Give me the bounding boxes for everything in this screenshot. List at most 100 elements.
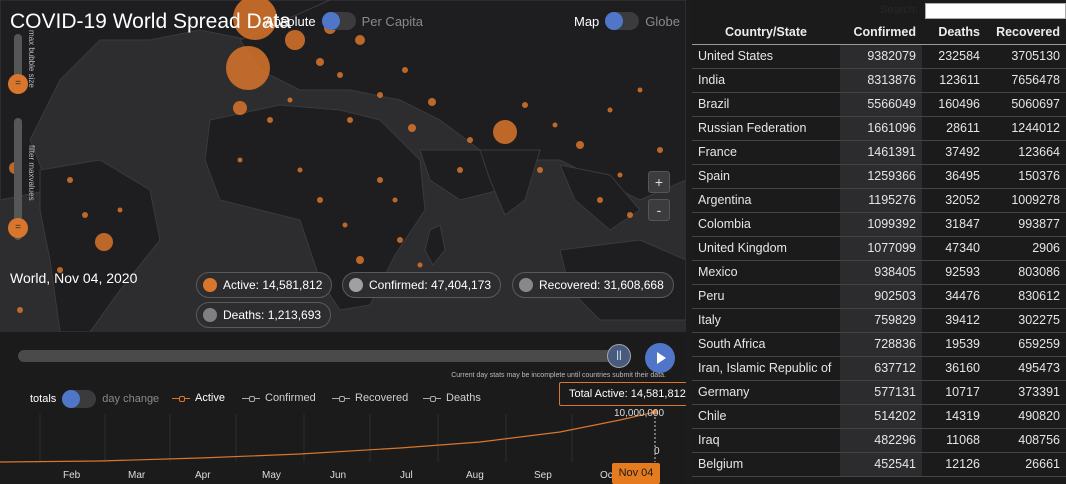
legend-active[interactable]: Active bbox=[172, 392, 225, 404]
filter-label: filter maxvalues bbox=[27, 145, 36, 201]
slider-track[interactable] bbox=[14, 118, 22, 240]
case-bubbles bbox=[9, 0, 663, 313]
table-row[interactable]: Spain 1259366 36495 150376 bbox=[692, 164, 1066, 189]
globe-label[interactable]: Globe bbox=[645, 13, 680, 29]
play-button[interactable] bbox=[645, 343, 675, 373]
table-row[interactable]: India 8313876 123611 7656478 bbox=[692, 68, 1066, 93]
zoom-in-button[interactable]: + bbox=[648, 171, 670, 193]
zoom-out-button[interactable]: - bbox=[648, 199, 670, 221]
scale-toggle[interactable]: Absolute Per Capita bbox=[265, 12, 423, 30]
recovered-dot-icon bbox=[519, 278, 533, 292]
column-header-recovered[interactable]: Recovered bbox=[986, 20, 1066, 45]
recovered-cell: 803086 bbox=[986, 260, 1066, 285]
confirmed-cell: 728836 bbox=[840, 332, 922, 357]
active-dot-icon bbox=[203, 278, 217, 292]
recovered-stat[interactable]: Recovered: 31,608,668 bbox=[512, 272, 674, 298]
country-cell: Belgium bbox=[692, 452, 840, 477]
world-map[interactable]: COVID-19 World Spread Data Absolute Per … bbox=[0, 0, 686, 484]
legend-confirmed[interactable]: Confirmed bbox=[242, 392, 316, 404]
totals-switch[interactable] bbox=[62, 390, 97, 408]
column-header-deaths[interactable]: Deaths bbox=[922, 20, 986, 45]
deaths-cell: 10717 bbox=[922, 380, 986, 405]
legend-recovered-label: Recovered bbox=[355, 392, 409, 404]
bubble-size-slider[interactable]: = bbox=[8, 34, 28, 94]
table-row[interactable]: Chile 514202 14319 490820 bbox=[692, 404, 1066, 429]
deaths-cell: 160496 bbox=[922, 92, 986, 117]
active-line-icon bbox=[172, 395, 190, 402]
legend-active-label: Active bbox=[195, 392, 225, 404]
absolute-label[interactable]: Absolute bbox=[265, 13, 316, 29]
time-slider-handle[interactable]: || bbox=[607, 344, 631, 368]
day-change-label[interactable]: day change bbox=[102, 393, 160, 405]
totals-label[interactable]: totals bbox=[30, 393, 57, 405]
search-label: Search: bbox=[880, 4, 918, 16]
table-header-row: Country/State Confirmed Deaths Recovered bbox=[692, 20, 1066, 45]
country-table: Country/State Confirmed Deaths Recovered… bbox=[692, 20, 1066, 477]
slider-handle[interactable]: = bbox=[8, 74, 28, 94]
month-label: Sep bbox=[534, 470, 552, 481]
map-label[interactable]: Map bbox=[574, 13, 600, 29]
recovered-cell: 659259 bbox=[986, 332, 1066, 357]
recovered-cell: 2906 bbox=[986, 236, 1066, 261]
recovered-line-icon bbox=[332, 395, 350, 402]
slider-handle[interactable]: = bbox=[8, 218, 28, 238]
recovered-cell: 993877 bbox=[986, 212, 1066, 237]
deaths-cell: 12126 bbox=[922, 452, 986, 477]
view-switch[interactable] bbox=[605, 12, 640, 30]
slider-track[interactable] bbox=[14, 34, 22, 94]
column-header-confirmed[interactable]: Confirmed bbox=[840, 20, 922, 45]
table-row[interactable]: Iran, Islamic Republic of 637712 36160 4954… bbox=[692, 356, 1066, 381]
table-row[interactable]: United States 9382079 232584 3705130 bbox=[692, 44, 1066, 69]
table-row[interactable]: Germany 577131 10717 373391 bbox=[692, 380, 1066, 405]
filter-slider[interactable]: = bbox=[8, 118, 28, 240]
totals-toggle[interactable]: totals day change bbox=[30, 390, 159, 408]
deaths-cell: 14319 bbox=[922, 404, 986, 429]
recovered-cell: 123664 bbox=[986, 140, 1066, 165]
recovered-cell: 490820 bbox=[986, 404, 1066, 429]
country-cell: Spain bbox=[692, 164, 840, 189]
table-row[interactable]: Mexico 938405 92593 803086 bbox=[692, 260, 1066, 285]
time-slider-track[interactable] bbox=[18, 350, 630, 362]
y-tick-top: 10,000,000 bbox=[614, 408, 665, 419]
confirmed-cell: 1461391 bbox=[840, 140, 922, 165]
column-header-country[interactable]: Country/State bbox=[692, 20, 840, 45]
legend-deaths[interactable]: Deaths bbox=[423, 392, 481, 404]
table-row[interactable]: Peru 902503 34476 830612 bbox=[692, 284, 1066, 309]
legend-recovered[interactable]: Recovered bbox=[332, 392, 408, 404]
current-date-tag: Nov 04 bbox=[612, 463, 660, 484]
recovered-cell: 830612 bbox=[986, 284, 1066, 309]
table-row[interactable]: France 1461391 37492 123664 bbox=[692, 140, 1066, 165]
scale-switch[interactable] bbox=[321, 12, 356, 30]
table-row[interactable]: United Kingdom 1077099 47340 2906 bbox=[692, 236, 1066, 261]
deaths-stat-text: Deaths: 1,213,693 bbox=[223, 308, 322, 322]
table-row[interactable]: Colombia 1099392 31847 993877 bbox=[692, 212, 1066, 237]
table-row[interactable]: South Africa 728836 19539 659259 bbox=[692, 332, 1066, 357]
table-row[interactable]: Italy 759829 39412 302275 bbox=[692, 308, 1066, 333]
deaths-stat[interactable]: Deaths: 1,213,693 bbox=[196, 302, 332, 328]
country-cell: South Africa bbox=[692, 332, 840, 357]
confirmed-line-icon bbox=[242, 395, 260, 402]
month-label: Oct bbox=[600, 470, 616, 481]
confirmed-cell: 902503 bbox=[840, 284, 922, 309]
table-body: United States 9382079 232584 3705130 India 83… bbox=[692, 44, 1066, 477]
recovered-cell: 1244012 bbox=[986, 116, 1066, 141]
table-row[interactable]: Iraq 482296 11068 408756 bbox=[692, 428, 1066, 453]
table-row[interactable]: Argentina 1195276 32052 1009278 bbox=[692, 188, 1066, 213]
per-capita-label[interactable]: Per Capita bbox=[361, 13, 424, 29]
month-label: May bbox=[262, 470, 281, 481]
timeline-chart[interactable] bbox=[0, 332, 686, 484]
map-canvas[interactable] bbox=[0, 0, 686, 332]
active-stat[interactable]: Active: 14,581,812 bbox=[196, 272, 333, 298]
confirmed-stat-text: Confirmed: 47,404,173 bbox=[369, 278, 492, 292]
table-row[interactable]: Brazil 5566049 160496 5060697 bbox=[692, 92, 1066, 117]
search-input[interactable] bbox=[925, 3, 1066, 19]
confirmed-stat[interactable]: Confirmed: 47,404,173 bbox=[342, 272, 502, 298]
total-active-tooltip: Total Active: 14,581,812 bbox=[559, 382, 686, 406]
deaths-cell: 34476 bbox=[922, 284, 986, 309]
deaths-cell: 39412 bbox=[922, 308, 986, 333]
view-toggle[interactable]: Map Globe bbox=[574, 12, 680, 30]
table-row[interactable]: Belgium 452541 12126 26661 bbox=[692, 452, 1066, 477]
table-row[interactable]: Russian Federation 1661096 28611 1244012 bbox=[692, 116, 1066, 141]
deaths-cell: 28611 bbox=[922, 116, 986, 141]
